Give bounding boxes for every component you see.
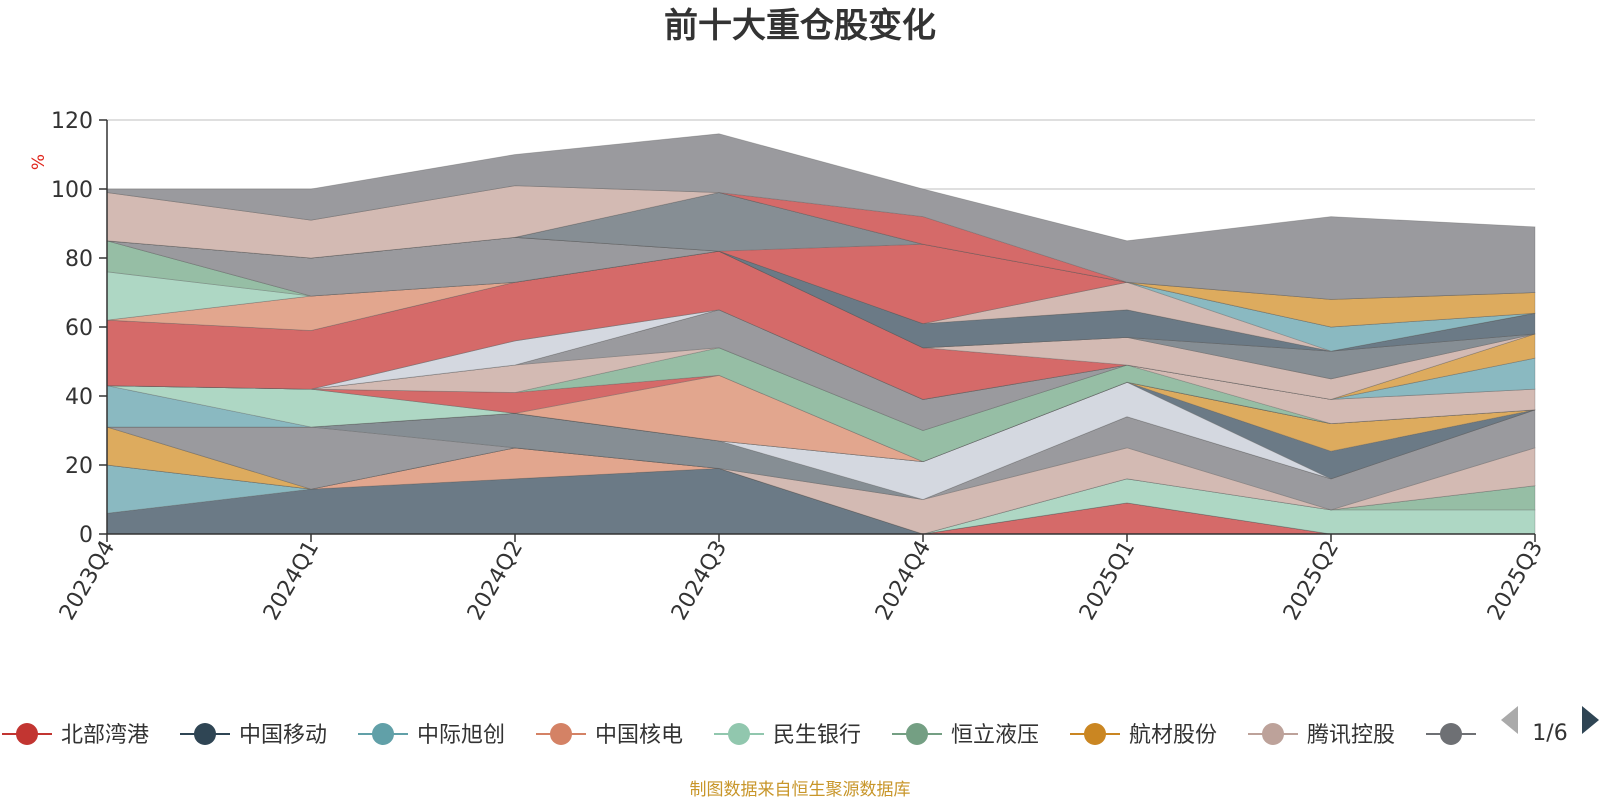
x-tick-label: 2025Q2 — [1279, 537, 1344, 625]
legend-item-5[interactable]: 民生银行 — [714, 723, 861, 748]
x-tick-label: 2024Q4 — [871, 537, 936, 625]
y-tick-label: 20 — [65, 454, 93, 479]
y-axis-unit: % — [29, 154, 49, 170]
legend-label: 航材股份 — [1129, 723, 1217, 748]
legend-label: 北部湾港 — [61, 723, 149, 748]
legend-circle-icon — [1440, 723, 1462, 745]
x-tick-label: 2024Q3 — [667, 537, 732, 625]
legend-label: 中国核电 — [595, 723, 683, 748]
legend-label: 中际旭创 — [417, 723, 505, 748]
area-series-39[interactable] — [106, 133, 1536, 300]
legend-circle-icon — [1262, 723, 1284, 745]
y-tick-label: 100 — [51, 178, 93, 203]
y-tick-label: 60 — [65, 316, 93, 341]
y-tick-label: 40 — [65, 385, 93, 410]
area-series-9[interactable] — [106, 409, 1536, 511]
legend-item-6[interactable]: 恒立液压 — [892, 723, 1039, 748]
legend-circle-icon — [16, 723, 38, 745]
legend-circle-icon — [372, 723, 394, 745]
legend-label: 民生银行 — [773, 723, 861, 748]
legend-label: 恒立液压 — [951, 723, 1039, 748]
x-tick-label: 2023Q4 — [55, 537, 120, 625]
x-tick-label: 2025Q3 — [1483, 537, 1548, 625]
legend-next-icon[interactable] — [1582, 706, 1599, 734]
area-series-6[interactable] — [106, 447, 1536, 535]
x-tick-label: 2025Q1 — [1075, 537, 1140, 625]
x-tick-label: 2024Q1 — [259, 537, 324, 625]
legend-item-4[interactable]: 中国核电 — [536, 723, 683, 748]
legend-circle-icon — [906, 723, 928, 745]
area-series-5[interactable] — [106, 447, 1536, 535]
legend-item-3[interactable]: 中际旭创 — [358, 723, 505, 748]
y-tick-label: 0 — [79, 523, 93, 548]
y-tick-label: 120 — [51, 109, 93, 134]
data-source-note: 制图数据来自恒生聚源数据库 — [690, 780, 911, 800]
legend-item-2[interactable]: 中国移动 — [180, 723, 327, 748]
chart-title: 前十大重仓股变化 — [664, 6, 936, 46]
legend-item-1[interactable]: 北部湾港 — [2, 723, 149, 748]
x-tick-label: 2024Q2 — [463, 537, 528, 625]
legend-pager: 1/6 — [1501, 706, 1599, 746]
legend-label: 腾讯控股 — [1307, 723, 1395, 748]
legend-page-indicator: 1/6 — [1532, 721, 1567, 746]
legend: 北部湾港 中国移动 中际旭创 中国核电 民生银行 恒立液压 航材股份 腾讯控股 — [2, 723, 1476, 748]
legend-circle-icon — [550, 723, 572, 745]
legend-item-9[interactable] — [1426, 723, 1476, 745]
y-tick-label: 80 — [65, 247, 93, 272]
area-series — [106, 133, 1536, 535]
legend-item-7[interactable]: 航材股份 — [1070, 723, 1217, 748]
legend-label: 中国移动 — [239, 723, 327, 748]
legend-circle-icon — [728, 723, 750, 745]
area-series-8[interactable] — [106, 426, 1536, 535]
legend-circle-icon — [194, 723, 216, 745]
legend-item-8[interactable]: 腾讯控股 — [1248, 723, 1395, 748]
legend-circle-icon — [1084, 723, 1106, 745]
legend-prev-icon[interactable] — [1501, 706, 1518, 734]
